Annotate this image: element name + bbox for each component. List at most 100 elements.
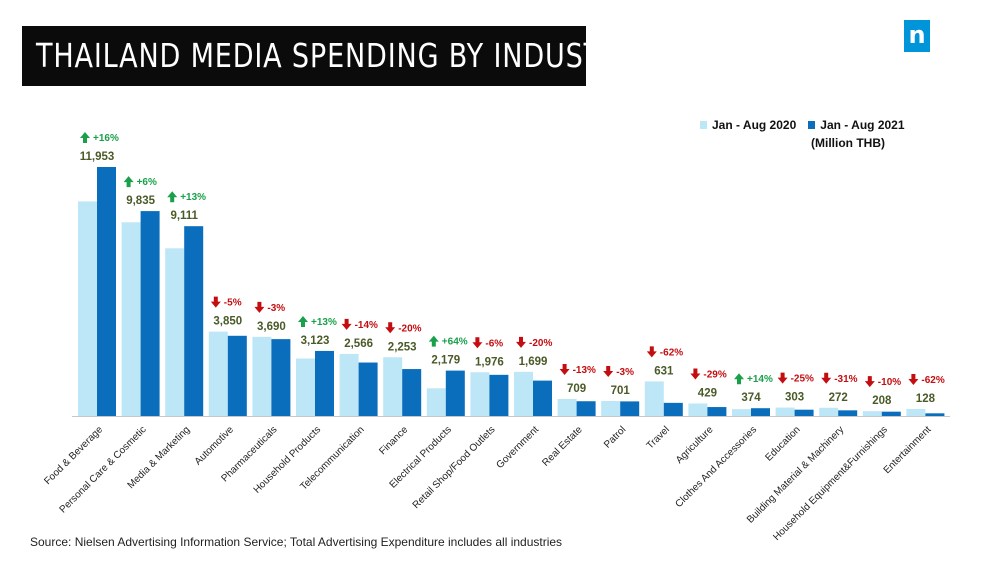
value-label: 709 (567, 383, 586, 395)
bar-2021 (271, 339, 291, 416)
bar-2020 (383, 357, 403, 416)
up-arrow-icon (80, 131, 90, 143)
bar-2020 (252, 336, 272, 416)
category-label: Clothes And Accessories (674, 424, 760, 510)
change-label: -3% (267, 303, 285, 314)
value-label: 3,850 (213, 316, 242, 328)
bar-2021 (140, 211, 160, 416)
value-label: 701 (611, 385, 631, 397)
title-banner: THAILAND MEDIA SPENDING BY INDUSTRY (22, 26, 635, 86)
category-label: Retail Shop/Food Outlets (411, 424, 498, 511)
nielsen-logo: n (904, 20, 930, 52)
value-label: 11,953 (80, 151, 115, 163)
down-arrow-icon (254, 301, 265, 313)
down-arrow-icon (821, 372, 832, 384)
down-arrow-icon (341, 318, 352, 330)
legend-swatch-2021 (808, 121, 816, 129)
legend: Jan - Aug 2020 Jan - Aug 2021 (Million TH… (700, 118, 917, 150)
bar-2021 (751, 408, 770, 416)
category-label: Real Estate (540, 424, 585, 469)
bar-2020 (601, 401, 621, 416)
bar-2020 (426, 388, 446, 416)
change-label: -3% (616, 367, 634, 378)
change-label: -5% (224, 298, 242, 309)
change-label: -31% (834, 374, 857, 385)
bar-2021 (227, 335, 247, 416)
legend-item-2020: Jan - Aug 2020 (700, 118, 796, 132)
change-label: -29% (703, 370, 726, 381)
down-arrow-icon (864, 376, 875, 388)
source-note: Source: Nielsen Advertising Information … (30, 535, 563, 549)
down-arrow-icon (559, 364, 570, 376)
bar-2020 (514, 371, 533, 416)
change-label: -14% (355, 320, 378, 331)
bar-2021 (794, 409, 814, 416)
bar-2020 (906, 408, 926, 416)
change-label: +13% (311, 317, 337, 328)
value-label: 631 (654, 365, 674, 377)
bar-2020 (557, 399, 577, 416)
bar-2021 (620, 401, 640, 416)
change-label: +14% (747, 374, 773, 385)
change-label: -62% (660, 347, 683, 358)
down-arrow-icon (385, 322, 396, 334)
bar-2020 (775, 407, 795, 416)
bar-2021 (402, 369, 422, 416)
down-arrow-icon (210, 296, 221, 308)
value-label: 9,835 (126, 195, 155, 207)
bar-2021 (533, 380, 552, 416)
change-label: -20% (529, 338, 552, 349)
bar-2021 (489, 374, 509, 416)
category-label: Government (494, 424, 541, 471)
change-label: +16% (93, 133, 119, 144)
up-arrow-icon (428, 335, 439, 347)
category-label: Agriculture (674, 424, 716, 466)
bar-2021 (881, 411, 901, 416)
legend-swatch-2020 (700, 121, 707, 129)
value-label: 2,179 (431, 355, 460, 367)
bar-2020 (208, 331, 228, 416)
bar-2021 (315, 350, 334, 416)
value-label: 303 (785, 392, 804, 404)
change-label: +64% (442, 337, 468, 348)
change-label: -62% (921, 375, 944, 386)
bar-2020 (732, 409, 751, 416)
down-arrow-icon (908, 373, 919, 385)
value-label: 128 (916, 393, 936, 405)
legend-label-2021: Jan - Aug 2021 (820, 118, 905, 132)
page-title: THAILAND MEDIA SPENDING BY INDUSTRY (36, 36, 637, 75)
bar-2021 (184, 226, 204, 416)
change-label: -20% (398, 323, 421, 334)
category-label: Education (763, 424, 802, 463)
down-arrow-icon (516, 336, 526, 348)
category-label: Automotive (193, 424, 236, 467)
bar-2020 (78, 201, 97, 416)
bar-2020 (644, 381, 664, 416)
value-label: 3,690 (257, 321, 286, 333)
value-label: 3,123 (301, 335, 330, 347)
down-arrow-icon (777, 372, 788, 384)
bar-2020 (121, 222, 141, 416)
bar-2021 (925, 413, 945, 416)
category-label: Travel (645, 424, 672, 451)
bar-2021 (358, 362, 378, 416)
change-label: +6% (137, 177, 157, 188)
bar-2021 (97, 166, 116, 416)
change-label: -10% (878, 377, 901, 388)
down-arrow-icon (603, 366, 614, 377)
change-label: -13% (573, 365, 596, 376)
change-label: -25% (791, 374, 814, 385)
bar-2021 (576, 401, 596, 416)
category-label: Patrol (602, 424, 628, 450)
bar-2020 (688, 403, 708, 416)
bar-2021 (838, 410, 858, 416)
value-label: 208 (872, 395, 892, 407)
bar-2020 (165, 248, 185, 416)
bar-2020 (296, 358, 315, 416)
value-label: 429 (698, 388, 717, 400)
bar-2020 (470, 372, 490, 416)
value-label: 374 (741, 392, 761, 404)
bar-2020 (819, 407, 839, 416)
up-arrow-icon (298, 315, 308, 327)
